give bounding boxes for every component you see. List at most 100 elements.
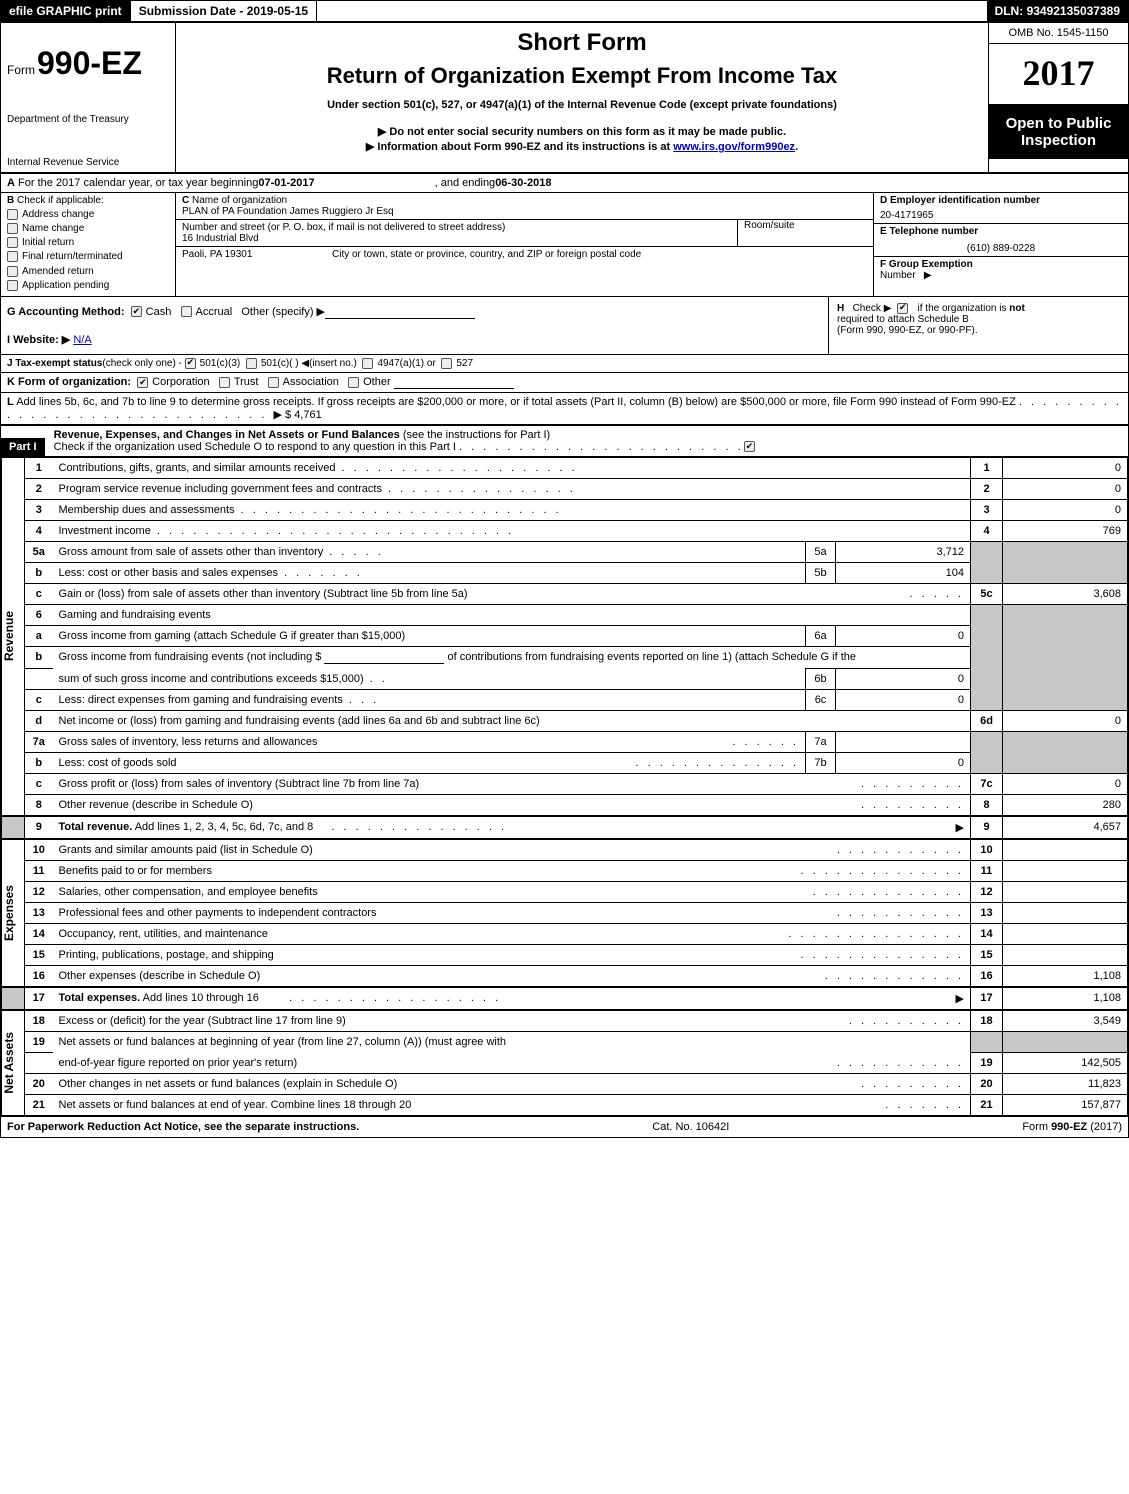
chk-527[interactable] (441, 358, 452, 369)
line-number: 20 (25, 1073, 53, 1094)
line-desc: Other revenue (describe in Schedule O) (59, 799, 253, 811)
chk-4947[interactable] (362, 358, 373, 369)
b-head: B Check if applicable: (7, 195, 169, 206)
line-number-right: 10 (971, 839, 1003, 861)
row-g-h: G Accounting Method: Cash Accrual Other … (1, 297, 1128, 355)
line-desc: Less: direct expenses from gaming and fu… (59, 694, 343, 706)
dept-irs: Internal Revenue Service (7, 157, 169, 168)
fundraising-amount-input[interactable] (324, 651, 444, 664)
row-l-gross-receipts: L Add lines 5b, 6c, and 7b to line 9 to … (1, 393, 1128, 426)
table-row: b Less: cost of goods sold . . . . . . .… (2, 752, 1128, 773)
chk-application-pending[interactable]: Application pending (7, 280, 169, 291)
dots-icon: . . . . . . . . . . . . . . . . . . . . … (151, 525, 514, 537)
j-label: J Tax-exempt status (7, 358, 102, 369)
checkbox-icon[interactable] (7, 280, 18, 291)
line-number: 3 (25, 499, 53, 520)
chk-other-org[interactable] (348, 377, 359, 388)
line-desc: Program service revenue including govern… (59, 483, 382, 495)
form-subtitle-1: Under section 501(c), 527, or 4947(a)(1)… (186, 99, 978, 111)
subline-label: 7b (806, 752, 836, 773)
dots-icon: . . . . . . (732, 736, 799, 748)
line-amount: 0 (1003, 773, 1128, 794)
dots-icon: . . . . . . . . . . . . . . . . . . . . (335, 462, 577, 474)
line-amount (1003, 881, 1128, 902)
g-label: G Accounting Method: (7, 306, 125, 318)
line-number-right: 7c (971, 773, 1003, 794)
table-row: 5a Gross amount from sale of assets othe… (2, 541, 1128, 562)
website-link[interactable]: N/A (73, 334, 91, 346)
g-other-input[interactable] (325, 306, 475, 319)
chk-amended-return[interactable]: Amended return (7, 266, 169, 277)
line-amount: 0 (1003, 478, 1128, 499)
topbar: efile GRAPHIC print Submission Date - 20… (1, 1, 1128, 23)
checkbox-icon[interactable] (7, 223, 18, 234)
line-number: 10 (25, 839, 53, 861)
chk-initial-return[interactable]: Initial return (7, 237, 169, 248)
a-end-date: 06-30-2018 (495, 177, 551, 189)
line-desc: Total expenses. (59, 992, 141, 1004)
line-number-right: 19 (971, 1052, 1003, 1073)
checkbox-icon[interactable] (7, 251, 18, 262)
line-desc: Membership dues and assessments (59, 504, 235, 516)
checkbox-icon[interactable] (7, 209, 18, 220)
a-spacer (315, 177, 435, 189)
e-value: (610) 889-0228 (880, 243, 1122, 254)
chk-cash[interactable] (131, 306, 142, 317)
line-amount (1003, 839, 1128, 861)
line-number-right: 11 (971, 860, 1003, 881)
shaded-cell (2, 816, 25, 839)
line-number: b (25, 752, 53, 773)
line-desc: Gain or (loss) from sale of assets other… (59, 588, 468, 600)
submission-date: Submission Date - 2019-05-15 (130, 1, 317, 21)
chk-trust[interactable] (219, 377, 230, 388)
shaded-cell (971, 541, 1003, 583)
l-arrow-icon: ▶ (273, 409, 281, 421)
line-desc-2: of contributions from fundraising events… (448, 651, 856, 663)
submission-date-label: Submission Date - (139, 4, 247, 18)
chk-corporation[interactable] (137, 377, 148, 388)
line-text: Less: cost of goods sold . . . . . . . .… (53, 752, 806, 773)
j-o2: 501(c)( ) (261, 358, 299, 369)
j-o4: 527 (456, 358, 473, 369)
line-number: 14 (25, 923, 53, 944)
line-text: Program service revenue including govern… (53, 478, 971, 499)
line-number-right: 5c (971, 583, 1003, 604)
chk-501c[interactable] (246, 358, 257, 369)
dots-icon: . . . . . . . . . . (849, 1015, 964, 1027)
line-text: Other expenses (describe in Schedule O) … (53, 965, 971, 987)
k-other-input[interactable] (394, 376, 514, 389)
chk-schedule-o[interactable] (744, 441, 755, 452)
chk-address-change[interactable]: Address change (7, 209, 169, 220)
open-line1: Open to Public (993, 115, 1124, 132)
checkbox-icon[interactable] (7, 237, 18, 248)
f-arrow-icon: ▶ (924, 270, 932, 281)
chk-label: Initial return (22, 237, 74, 248)
footer-right: Form 990-EZ (2017) (1022, 1121, 1122, 1133)
chk-association[interactable] (268, 377, 279, 388)
line-number: 7a (25, 731, 53, 752)
line-number: c (25, 583, 53, 604)
chk-name-change[interactable]: Name change (7, 223, 169, 234)
chk-501c3[interactable] (185, 358, 196, 369)
dots-icon: . . . . . . . (885, 1099, 964, 1111)
shaded-cell (971, 604, 1003, 710)
subline-amount: 3,712 (836, 541, 971, 562)
chk-schedule-b[interactable] (897, 303, 908, 314)
table-row: 3 Membership dues and assessments . . . … (2, 499, 1128, 520)
line-amount: 1,108 (1003, 987, 1128, 1010)
shaded-cell (1003, 541, 1128, 583)
subline-amount: 0 (836, 752, 971, 773)
label-c: C (182, 195, 189, 206)
c-name-label: Name of organization (192, 195, 287, 206)
dots-icon: . . . . . . . . . (861, 778, 964, 790)
checkbox-icon[interactable] (7, 266, 18, 277)
subline-amount: 104 (836, 562, 971, 583)
part-i-header: Part I Revenue, Expenses, and Changes in… (1, 426, 1128, 457)
instructions-link[interactable]: www.irs.gov/form990ez (673, 141, 795, 153)
chk-final-return[interactable]: Final return/terminated (7, 251, 169, 262)
chk-accrual[interactable] (181, 306, 192, 317)
form-header: Form 990-EZ Department of the Treasury I… (1, 23, 1128, 174)
line-amount: 157,877 (1003, 1094, 1128, 1116)
line-number (25, 1052, 53, 1073)
dots-icon: . . . . . (323, 546, 384, 558)
